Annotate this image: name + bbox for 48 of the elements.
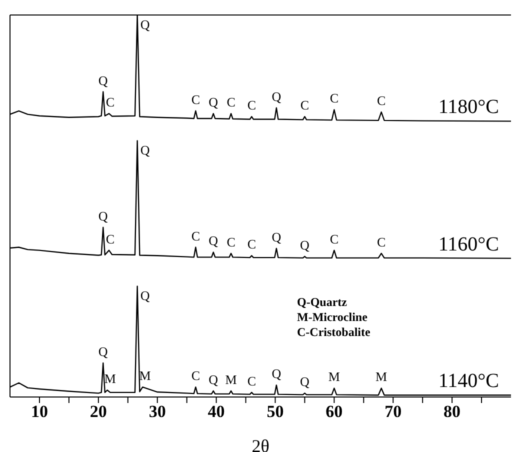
annotation: Q (208, 94, 219, 110)
annotation: Q (98, 72, 108, 88)
annotation: Q (272, 229, 282, 244)
annotation: Q (300, 374, 310, 390)
annotation: C (247, 236, 256, 252)
x-tick-label: 60 (326, 402, 343, 422)
series-label: 1140°C (438, 370, 499, 392)
annotation: Q (140, 288, 150, 304)
x-axis-title: 2θ (252, 436, 270, 452)
x-tick-label: 50 (266, 402, 284, 422)
annotation: Q (98, 208, 108, 224)
annotation: C (376, 234, 386, 250)
x-tick-label: 80 (444, 402, 461, 422)
annotation: C-Cristobalite (297, 325, 370, 340)
annotation: C (191, 92, 200, 107)
annotation: C (247, 373, 256, 388)
annotation: M (104, 371, 116, 386)
annotation: C (330, 231, 339, 246)
annotation: Q (98, 344, 108, 359)
annotation: C (226, 94, 236, 110)
annotation: Q (140, 17, 150, 32)
annotation: C (106, 94, 115, 110)
annotation: Q (272, 88, 282, 104)
annotation: Q (208, 372, 219, 387)
annotation: C (376, 93, 386, 108)
annotation: Q-Quartz (297, 295, 348, 310)
x-tick-label: 20 (90, 402, 107, 422)
x-tick-label: 70 (384, 402, 402, 422)
annotation: C (191, 228, 200, 244)
x-tick-label: 30 (148, 402, 166, 422)
series-label: 1160°C (438, 233, 499, 256)
annotation: M (225, 372, 238, 387)
annotation: Q (272, 366, 282, 382)
annotation: Q (300, 237, 310, 252)
annotation: C (247, 98, 256, 113)
series-label: 1180°C (438, 96, 499, 118)
annotation: Q (208, 233, 219, 248)
annotation: C (330, 90, 339, 106)
x-tick-label: 40 (208, 402, 225, 422)
annotation: C (300, 98, 310, 113)
annotation: M (376, 369, 388, 384)
annotation: C (106, 231, 115, 246)
annotation: Q (140, 142, 150, 158)
annotation: M (328, 369, 340, 384)
annotation: C (191, 368, 200, 384)
annotation: C (226, 234, 236, 250)
annotation: M-Microcline (297, 310, 368, 325)
x-tick-label: 10 (30, 402, 48, 422)
